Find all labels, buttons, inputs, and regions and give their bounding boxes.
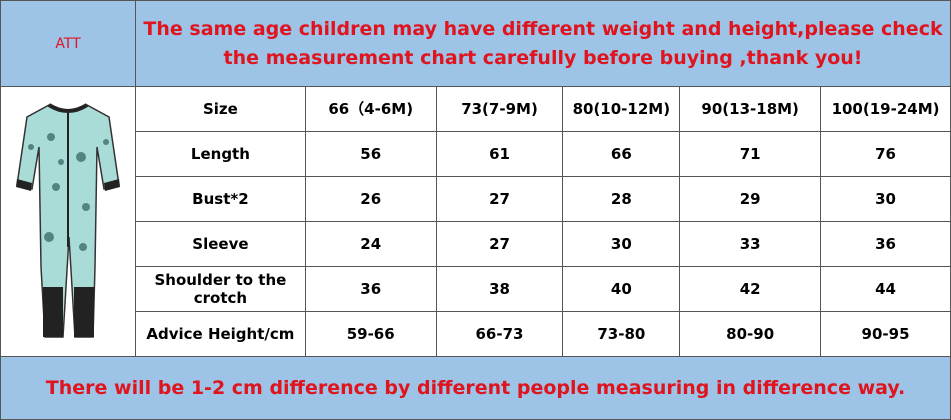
- header-row: Size 66（4-6M) 73(7-9M) 80(10-12M) 90(13-18M)…: [135, 86, 951, 132]
- cell: 38: [435, 266, 564, 312]
- column-header: 80(10-12M): [562, 86, 681, 132]
- table-row: Shoulder to the crotch 36 38 40 42 44: [135, 266, 951, 312]
- cell: 90-95: [820, 311, 951, 357]
- column-header: 100(19-24M): [820, 86, 951, 132]
- cell: 27: [435, 176, 564, 222]
- row-header: Length: [135, 131, 306, 177]
- column-header: 66（4-6M): [304, 86, 437, 132]
- cell: 66: [562, 131, 681, 177]
- romper-drawing: [16, 103, 120, 338]
- footer-note: There will be 1-2 cm difference by diffe…: [0, 356, 951, 420]
- cell: 36: [820, 221, 951, 267]
- cell: 61: [435, 131, 564, 177]
- label-cell: ATT: [0, 0, 136, 87]
- cell: 24: [304, 221, 437, 267]
- column-header: Size: [135, 86, 306, 132]
- row-header: Bust*2: [135, 176, 306, 222]
- cell: 29: [679, 176, 822, 222]
- row-header: Advice Height/cm: [135, 311, 306, 357]
- cell: 30: [820, 176, 951, 222]
- product-image: [0, 86, 136, 357]
- notice: The same age children may have different…: [135, 0, 951, 87]
- cell: 71: [679, 131, 822, 177]
- cell: 26: [304, 176, 437, 222]
- cell: 28: [562, 176, 681, 222]
- row-header: Sleeve: [135, 221, 306, 267]
- cell: 59-66: [304, 311, 437, 357]
- cell: 73-80: [562, 311, 681, 357]
- size-table: Size 66（4-6M) 73(7-9M) 80(10-12M) 90(13-18M)…: [135, 86, 951, 357]
- cell: 27: [435, 221, 564, 267]
- cell: 76: [820, 131, 951, 177]
- cell: 42: [679, 266, 822, 312]
- cell: 30: [562, 221, 681, 267]
- column-header: 90(13-18M): [679, 86, 822, 132]
- cell: 56: [304, 131, 437, 177]
- cell: 36: [304, 266, 437, 312]
- cell: 33: [679, 221, 822, 267]
- table-row: Bust*2 26 27 28 29 30: [135, 176, 951, 222]
- row-header: Shoulder to the crotch: [135, 266, 306, 312]
- table-row: Sleeve 24 27 30 33 36: [135, 221, 951, 267]
- table-row: Advice Height/cm 59-66 66-73 73-80 80-90 90-9…: [135, 311, 951, 357]
- cell: 66-73: [435, 311, 564, 357]
- cell: 80-90: [679, 311, 822, 357]
- table-row: Length 56 61 66 71 76: [135, 131, 951, 177]
- notice-line: The same age children may have different…: [143, 17, 943, 40]
- cell: 40: [562, 266, 681, 312]
- cell: 44: [820, 266, 951, 312]
- notice-line: the measurement chart carefully before b…: [223, 46, 863, 69]
- column-header: 73(7-9M): [435, 86, 564, 132]
